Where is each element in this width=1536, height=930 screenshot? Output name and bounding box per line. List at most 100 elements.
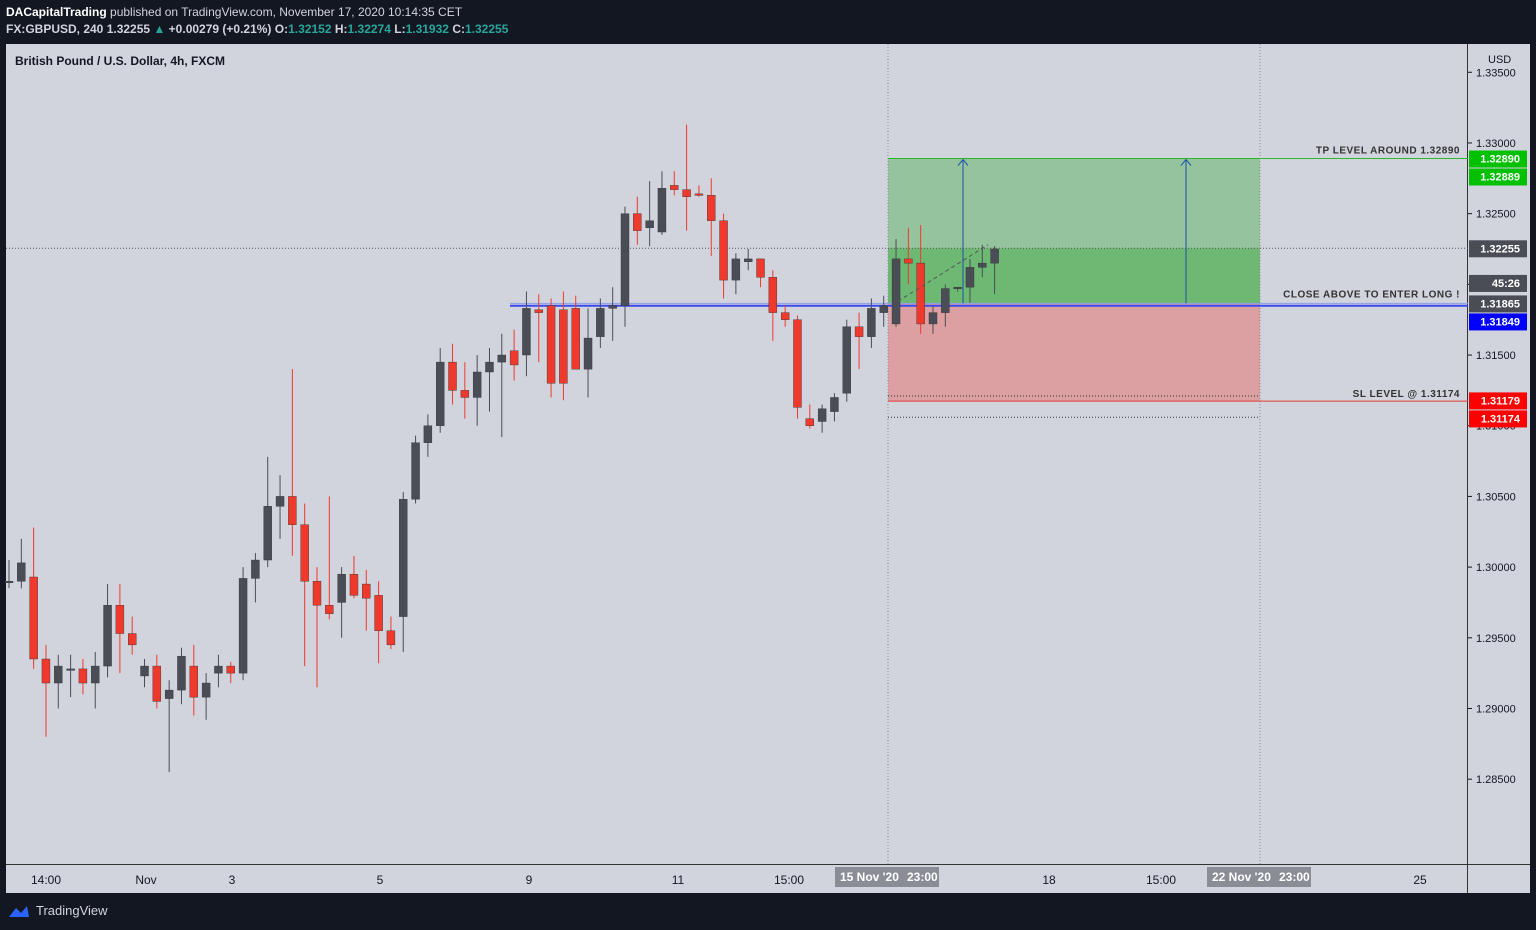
y-tick-label: 1.31500 [1476,350,1516,362]
candle [103,584,112,678]
tradingview-logo[interactable]: TradingView [6,903,108,918]
y-tick-label: 1.30000 [1476,562,1516,574]
candle-body [571,308,580,370]
candle [682,124,691,231]
candle-body [534,309,543,313]
candle [817,404,827,433]
last-price: 1.32255 [106,22,151,36]
candle-body [928,312,938,325]
candle [756,258,765,288]
candle [830,393,839,422]
candle-body [29,576,38,660]
y-tick-label: 1.30500 [1476,491,1516,503]
candle [152,654,162,709]
candle-body [793,319,802,408]
price-label: 1.32889 [1469,168,1527,186]
candle [780,305,790,327]
change-value: +0.00279 (+0.21%) [168,22,272,36]
x-tick-label: 18 [1042,873,1056,887]
candle [842,319,851,402]
candle [805,404,814,429]
open-label: O: [274,22,289,36]
candle [485,347,494,412]
candle [411,435,420,504]
candle-body [608,305,617,309]
candle [263,456,272,568]
candle [362,569,371,631]
candle [189,644,199,716]
candle [965,258,975,303]
candle-body [337,573,346,603]
candle [633,196,642,245]
candle-body [214,665,223,674]
candle [460,362,470,419]
candle-body [731,258,741,281]
candle [399,492,408,652]
candle [694,185,704,197]
candle [546,298,556,398]
candle-body [17,562,26,582]
candle [374,581,383,664]
candle-body [768,277,778,313]
candle-body [54,665,63,684]
candle-body [201,682,211,698]
candle [978,244,987,278]
candle-body [817,408,827,422]
candle-body [719,220,728,281]
price-chart[interactable]: TP LEVEL AROUND 1.32890 CLOSE ABOVE TO EN… [0,44,1536,893]
candle [596,298,605,348]
candle-body [854,326,864,337]
price-label: 1.32890 [1469,150,1527,168]
symbol-label[interactable]: FX:GBPUSD, 240 [6,22,104,36]
chart-title: British Pound / U.S. Dollar, 4h, FXCM [15,54,225,68]
candle-body [226,665,235,674]
candle-body [152,665,162,702]
candle [91,651,100,709]
candle [312,567,322,688]
date-highlight-bg [1207,867,1311,887]
tp-level-text: TP LEVEL AROUND 1.32890 [1316,146,1460,157]
price-label-text: 1.32889 [1480,172,1520,184]
candle [916,224,925,334]
y-tick-label: 1.29500 [1476,633,1516,645]
candle [731,253,741,295]
candle-body [805,418,814,426]
candle-body [275,496,285,507]
footer-bar: TradingView [0,893,1536,930]
candle-body [497,354,506,363]
candle [879,295,888,327]
candle [941,284,950,327]
price-label-text: 1.31849 [1480,316,1520,328]
profit-progress-zone [888,248,1260,304]
y-tick-label: 1.33500 [1476,67,1516,79]
candle [448,343,457,405]
price-label: 1.31865 [1469,295,1527,313]
candle-body [583,337,593,370]
published-text: published on TradingView.com, November 1… [110,5,463,19]
candle-body [916,262,925,325]
position-zones [888,158,1260,402]
overlays: TP LEVEL AROUND 1.32890 CLOSE ABOVE TO EN… [897,146,1460,400]
publish-header: DACapitalTrading published on TradingVie… [0,0,1536,44]
candle-body [386,630,396,646]
trend-line [897,244,989,302]
candle-body [399,499,408,617]
y-tick-label: 1.33000 [1476,138,1516,150]
candle-body [904,258,913,264]
candle [657,171,667,235]
target-arrow-icon [957,158,969,166]
candle [41,644,51,737]
chart-pane[interactable] [6,44,1468,864]
candle [891,239,901,327]
candle-body [115,605,125,634]
candle-body [756,258,765,278]
candle [583,308,593,398]
x-tick-label: 15:00 [774,873,804,887]
candle [522,291,531,377]
candle [854,312,864,370]
candle-body [867,308,876,337]
candle-body [300,524,309,582]
candle-body [423,425,433,443]
author-name[interactable]: DACapitalTrading [6,5,107,19]
price-labels: 1.32890 1.32889 1.32255 45:26 1.31865 1.31849… [1469,150,1527,428]
